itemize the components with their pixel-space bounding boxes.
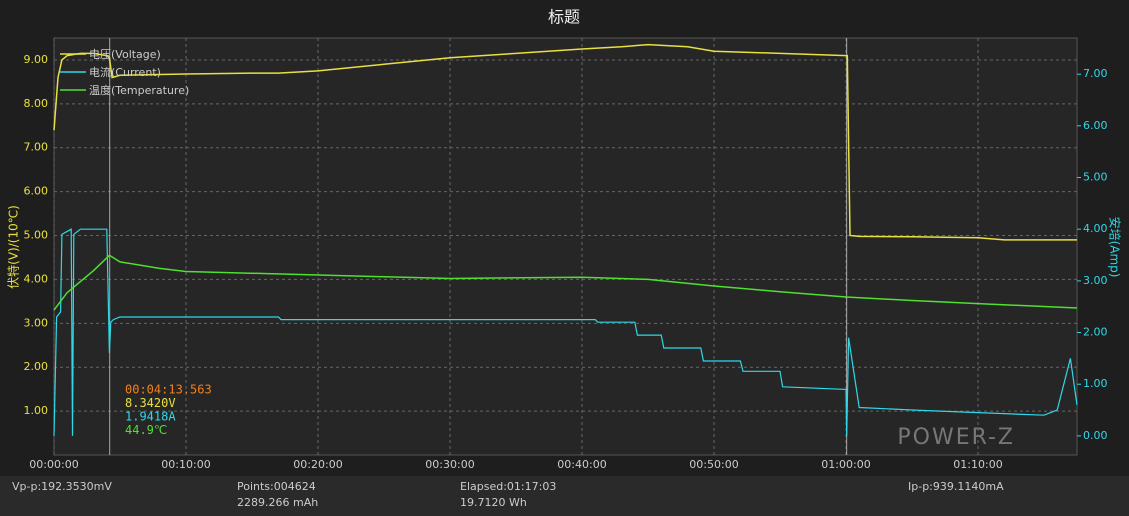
x-tick-label: 00:00:00: [29, 458, 78, 471]
series-line: [53, 43, 1077, 241]
y-tick-label: 2.00: [24, 360, 49, 373]
y2-tick-label: 0.00: [1083, 429, 1108, 442]
status-text: Ip-p:939.1140mA: [908, 480, 1004, 493]
y2-tick-label: 2.00: [1083, 326, 1108, 339]
y2-tick-label: 6.00: [1083, 119, 1108, 132]
y-tick-label: 3.00: [24, 316, 49, 329]
y2-tick-label: 3.00: [1083, 274, 1108, 287]
y2-tick-label: 1.00: [1083, 377, 1108, 390]
x-tick-label: 00:20:00: [293, 458, 342, 471]
status-text: Vp-p:192.3530mV: [12, 480, 112, 493]
y-tick-label: 9.00: [24, 53, 49, 66]
x-tick-label: 00:40:00: [557, 458, 606, 471]
status-bar: [0, 476, 1129, 516]
x-tick-label: 01:10:00: [953, 458, 1002, 471]
brand-logo: POWER-Z: [897, 425, 1015, 450]
cursor-readout: 1.9418A: [125, 410, 176, 424]
status-text: Points:004624: [237, 480, 316, 493]
chart-title: 标题: [548, 8, 580, 27]
series-line: [53, 228, 1078, 436]
cursor-readout: 8.3420V: [125, 396, 176, 410]
x-tick-label: 01:00:00: [821, 458, 870, 471]
y2-tick-label: 5.00: [1083, 171, 1108, 184]
y-tick-label: 6.00: [24, 185, 49, 198]
plot-area: [53, 37, 1078, 456]
status-text: 19.7120 Wh: [460, 496, 527, 509]
y2-axis-label: 安培(Amp): [1108, 217, 1123, 278]
x-tick-label: 00:50:00: [689, 458, 738, 471]
legend-label: 电流(Current): [89, 65, 161, 79]
y-axis-label: 伏特(V)/(10℃): [6, 205, 21, 289]
series-line: [53, 254, 1078, 311]
y-tick-label: 7.00: [24, 141, 49, 154]
y-tick-label: 1.00: [24, 404, 49, 417]
cursor-readout: 00:04:13.563: [125, 383, 212, 397]
x-tick-label: 00:30:00: [425, 458, 474, 471]
cursor-readout: 44.9℃: [125, 423, 167, 437]
legend-label: 电压(Voltage): [89, 48, 161, 61]
x-tick-label: 00:10:00: [161, 458, 210, 471]
y-tick-label: 5.00: [24, 229, 49, 242]
legend-label: 温度(Temperature): [89, 83, 189, 97]
status-text: Elapsed:01:17:03: [460, 480, 556, 493]
y-tick-label: 8.00: [24, 97, 49, 110]
y2-tick-label: 4.00: [1083, 222, 1108, 235]
y-tick-label: 4.00: [24, 272, 49, 285]
y2-tick-label: 7.00: [1083, 67, 1108, 80]
status-text: 2289.266 mAh: [237, 496, 318, 509]
